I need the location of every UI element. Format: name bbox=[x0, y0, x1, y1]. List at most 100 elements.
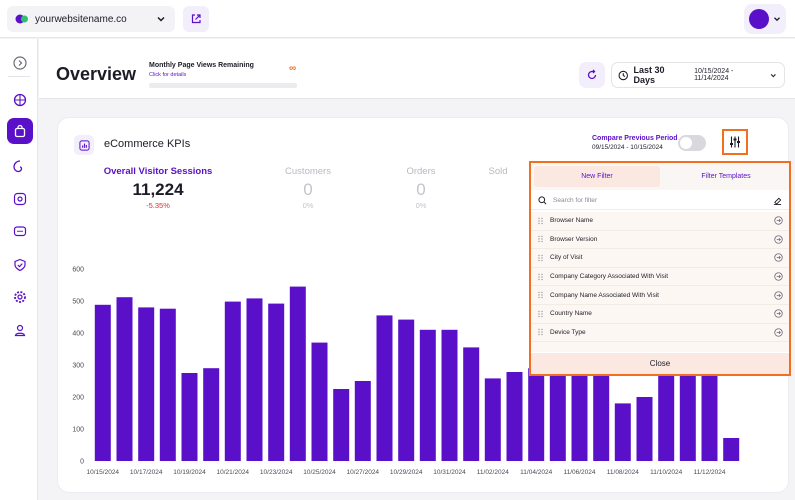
chart-bar[interactable] bbox=[376, 315, 393, 461]
open-website-button[interactable] bbox=[183, 6, 209, 32]
refresh-button[interactable] bbox=[579, 62, 605, 88]
y-tick-label: 0 bbox=[80, 459, 84, 466]
sidebar-item-settings[interactable] bbox=[7, 284, 33, 310]
chart-bar[interactable] bbox=[463, 347, 480, 461]
chart-bar[interactable] bbox=[571, 365, 588, 461]
compare-period-toggle[interactable] bbox=[678, 135, 706, 151]
metric-label: Customers bbox=[285, 166, 331, 177]
filter-option[interactable]: Browser Name bbox=[531, 212, 789, 231]
filter-option-label: Country Name bbox=[550, 310, 592, 318]
drag-handle-icon[interactable] bbox=[537, 291, 545, 299]
eraser-icon[interactable] bbox=[773, 196, 782, 205]
chart-bar[interactable] bbox=[419, 329, 436, 461]
metric-delta: -5.35% bbox=[146, 201, 170, 210]
page-views-title: Monthly Page Views Remaining bbox=[149, 62, 254, 69]
chart-bar[interactable] bbox=[723, 438, 740, 461]
chart-bar[interactable] bbox=[354, 381, 371, 461]
sidebar-item-messages[interactable] bbox=[7, 219, 33, 245]
search-icon bbox=[538, 196, 547, 205]
sidebar-collapse-icon[interactable] bbox=[7, 50, 33, 76]
metric-delta: 0% bbox=[302, 201, 314, 210]
sidebar-item-security[interactable] bbox=[7, 252, 33, 278]
chart-bar[interactable] bbox=[484, 378, 501, 461]
metric-orders[interactable]: Orders 0 0% bbox=[361, 166, 481, 210]
metric-sold[interactable]: Sold bbox=[468, 166, 528, 177]
chart-bar[interactable] bbox=[528, 368, 545, 461]
chart-bar[interactable] bbox=[268, 303, 285, 461]
chart-bar[interactable] bbox=[333, 389, 350, 461]
filter-option[interactable]: Device Type bbox=[531, 324, 789, 343]
chart-bar[interactable] bbox=[441, 329, 458, 461]
arrow-right-circle-icon[interactable] bbox=[774, 290, 783, 300]
chart-bar[interactable] bbox=[679, 368, 696, 461]
clock-icon bbox=[618, 70, 628, 80]
filter-search[interactable]: Search for filter bbox=[531, 192, 789, 210]
chart-bar[interactable] bbox=[506, 372, 523, 461]
arrow-right-circle-icon[interactable] bbox=[774, 328, 783, 337]
globe-icon bbox=[13, 93, 27, 107]
website-selector[interactable]: yourwebsitename.co bbox=[7, 6, 175, 32]
target-icon bbox=[13, 192, 27, 206]
filter-option[interactable]: Browser Version bbox=[531, 231, 789, 250]
chart-bar[interactable] bbox=[138, 307, 155, 461]
sidebar-item-ecommerce[interactable] bbox=[7, 118, 33, 144]
x-tick-label: 10/31/2024 bbox=[433, 469, 466, 476]
x-tick-label: 10/15/2024 bbox=[87, 469, 120, 476]
metric-label: Orders bbox=[406, 166, 436, 177]
filter-option[interactable]: Country Name bbox=[531, 305, 789, 324]
chart-bar[interactable] bbox=[181, 373, 198, 461]
arrow-right-circle-icon[interactable] bbox=[774, 235, 783, 244]
close-button[interactable]: Close bbox=[531, 353, 789, 374]
filter-option[interactable]: Company Name Associated With Visit bbox=[531, 286, 789, 305]
sidebar-item-profile[interactable] bbox=[7, 317, 33, 343]
chart-bar[interactable] bbox=[246, 298, 263, 461]
tab-new-filter[interactable]: New Filter bbox=[534, 166, 660, 187]
x-tick-label: 10/21/2024 bbox=[217, 469, 250, 476]
search-input[interactable]: Search for filter bbox=[553, 197, 598, 204]
sidebar-item-dashboard[interactable] bbox=[7, 87, 33, 113]
chart-bar[interactable] bbox=[203, 368, 220, 461]
user-menu-button[interactable] bbox=[744, 4, 786, 34]
chart-bar[interactable] bbox=[636, 397, 653, 461]
arrow-right-circle-icon[interactable] bbox=[774, 309, 783, 318]
page-views-progress-bar bbox=[149, 83, 297, 88]
filter-option-label: Device Type bbox=[550, 328, 586, 336]
chart-bar[interactable] bbox=[224, 301, 241, 461]
chart-bar[interactable] bbox=[311, 342, 328, 461]
sidebar-item-audience[interactable] bbox=[7, 154, 33, 180]
chart-bar[interactable] bbox=[658, 368, 675, 461]
drag-handle-icon[interactable] bbox=[537, 328, 545, 336]
arrow-right-circle-icon[interactable] bbox=[774, 253, 783, 263]
chart-bar[interactable] bbox=[701, 368, 718, 461]
drag-handle-icon[interactable] bbox=[537, 273, 545, 281]
chart-bar[interactable] bbox=[593, 365, 610, 461]
chart-bar[interactable] bbox=[289, 286, 306, 461]
drag-handle-icon[interactable] bbox=[537, 310, 545, 318]
x-tick-label: 11/10/2024 bbox=[650, 469, 682, 476]
compare-period-dates: 09/15/2024 - 10/15/2024 bbox=[592, 144, 663, 151]
date-range-picker[interactable]: Last 30 Days 10/15/2024 - 11/14/2024 bbox=[611, 62, 785, 88]
shopping-bag-icon bbox=[14, 124, 26, 138]
arrow-right-circle-icon[interactable] bbox=[774, 272, 783, 281]
chart-bar[interactable] bbox=[159, 308, 176, 461]
chart-bar[interactable] bbox=[94, 304, 111, 461]
chart-bar[interactable] bbox=[398, 319, 415, 461]
arrow-right-circle-icon[interactable] bbox=[774, 216, 783, 225]
filter-option[interactable]: City of Visit bbox=[531, 249, 789, 268]
sidebar-item-behavior[interactable] bbox=[7, 186, 33, 212]
chart-bar[interactable] bbox=[116, 297, 133, 461]
drag-handle-icon[interactable] bbox=[537, 235, 545, 243]
chevron-down-icon bbox=[771, 73, 777, 77]
metric-visitor-sessions[interactable]: Overall Visitor Sessions 11,224 -5.35% bbox=[98, 166, 218, 210]
filter-option[interactable]: Company Category Associated With Visit bbox=[531, 268, 789, 287]
drag-handle-icon[interactable] bbox=[537, 254, 545, 262]
page-views-details-link[interactable]: Click for details bbox=[149, 72, 187, 78]
tab-filter-templates[interactable]: Filter Templates bbox=[701, 173, 751, 180]
drag-handle-icon[interactable] bbox=[537, 217, 545, 225]
chart-bar[interactable] bbox=[614, 403, 631, 461]
chart-bar[interactable] bbox=[549, 363, 566, 461]
metric-customers[interactable]: Customers 0 0% bbox=[248, 166, 368, 210]
filter-button[interactable] bbox=[722, 129, 748, 155]
page-header: Overview Monthly Page Views Remaining Cl… bbox=[39, 39, 795, 99]
